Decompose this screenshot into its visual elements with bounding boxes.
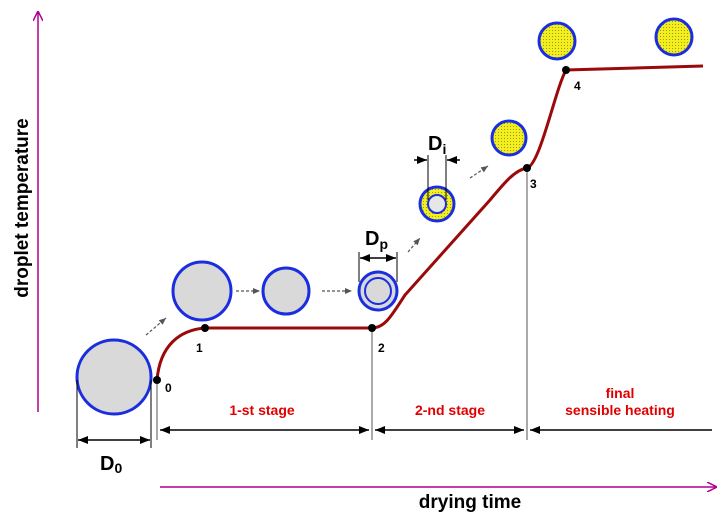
- transition-arrow: [146, 318, 166, 335]
- particle: [492, 121, 526, 155]
- droplet: [173, 262, 231, 320]
- stage-label: 2-nd stage: [415, 402, 485, 418]
- stage-label: sensible heating: [565, 402, 675, 418]
- transition-arrow: [408, 238, 420, 252]
- subscript: p: [379, 236, 388, 252]
- droplet: [263, 268, 309, 314]
- transition-arrow: [470, 166, 488, 178]
- point-label: 2: [378, 341, 385, 355]
- curve-points: [153, 66, 570, 384]
- dimension-label: D0: [100, 453, 122, 476]
- symbol: D: [428, 133, 442, 155]
- stage-label: final: [606, 385, 635, 401]
- dimension-label: Dp: [365, 228, 388, 252]
- point: [562, 66, 570, 74]
- symbol: D: [365, 228, 379, 250]
- particle: [539, 23, 575, 59]
- subscript: 0: [114, 460, 122, 476]
- symbol: D: [100, 453, 114, 475]
- diagram: droplet temperature drying time 1-st sta…: [0, 0, 721, 514]
- point: [201, 324, 209, 332]
- point-label: 0: [165, 381, 172, 395]
- point: [523, 164, 531, 172]
- point: [368, 324, 376, 332]
- particle: [656, 19, 692, 55]
- stage-label: 1-st stage: [229, 402, 295, 418]
- dimension-label: Di: [428, 133, 446, 157]
- point-label: 1: [196, 341, 203, 355]
- point-label: 4: [574, 79, 581, 93]
- point: [153, 376, 161, 384]
- x-axis-label: drying time: [419, 492, 521, 513]
- subscript: i: [442, 141, 446, 157]
- temperature-curve: [157, 66, 703, 380]
- y-axis-label: droplet temperature: [12, 118, 33, 297]
- droplet: [77, 340, 151, 414]
- point-label: 3: [530, 177, 537, 191]
- particle-core: [428, 195, 446, 213]
- droplet-core: [365, 278, 391, 304]
